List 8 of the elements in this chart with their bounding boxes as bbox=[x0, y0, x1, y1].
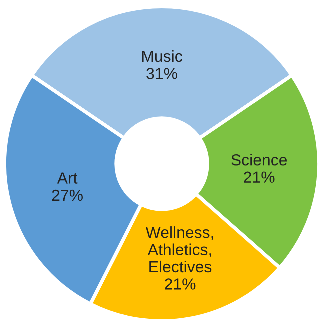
slice-label: Art bbox=[57, 172, 78, 184]
slice-label: Wellness, Athletics, Electives bbox=[146, 226, 214, 273]
slice-label: Science bbox=[232, 154, 288, 166]
data-label: 31% bbox=[146, 68, 178, 80]
data-label: 21% bbox=[165, 278, 196, 290]
slice-label: Music bbox=[142, 50, 182, 62]
data-label: 21% bbox=[244, 172, 275, 183]
data-label: 27% bbox=[52, 190, 83, 202]
